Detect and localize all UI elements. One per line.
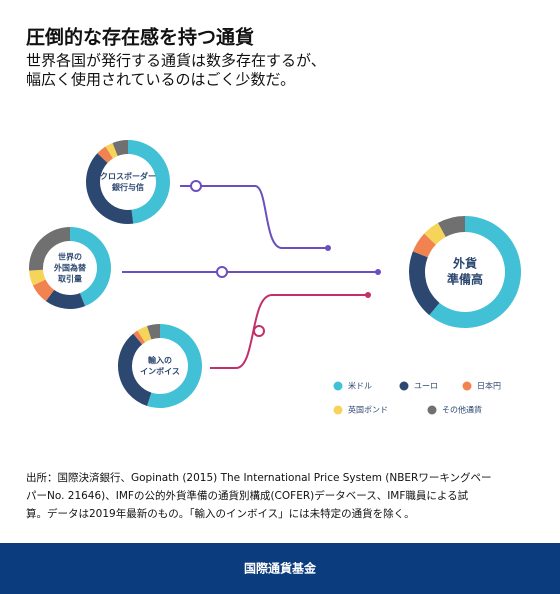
legend-label: 日本円: [477, 381, 501, 391]
donut-segment: [29, 227, 70, 271]
donut-label: 世界の: [58, 252, 82, 262]
node: [216, 266, 228, 278]
donut-segment: [147, 324, 203, 408]
donut-segment: [412, 233, 436, 258]
node: [190, 180, 202, 192]
donut-segment: [105, 142, 118, 159]
donut-label: クロスボーダー: [100, 171, 156, 181]
legend-swatch: [333, 405, 343, 415]
title: 圧倒的な存在感を持つ通貨: [26, 26, 254, 49]
donut-segment: [438, 216, 465, 237]
donut-segment: [409, 251, 440, 316]
donut-label: 輸入の: [148, 355, 172, 365]
donut-segment: [133, 330, 145, 345]
donut-label: 外国為替: [54, 263, 86, 273]
donut-label: 準備高: [447, 272, 483, 287]
source: 算。データは2019年最新のもの。「輸入のインボイス」には未特定の通貨を除く。: [26, 507, 415, 520]
source: 出所：国際決済銀行、Gopinath (2015) The Internatio…: [26, 471, 492, 484]
connectors: [122, 180, 381, 369]
legend-label: ユーロ: [414, 382, 438, 391]
node: [375, 269, 381, 275]
legend-swatch: [333, 381, 343, 391]
donut-label: 外貨: [453, 255, 477, 270]
donut-segment: [29, 269, 46, 286]
donut-segment: [97, 146, 113, 163]
connector: [210, 294, 368, 369]
donut-segment: [70, 227, 112, 307]
donut-segment: [147, 324, 160, 340]
legend-label: その他通貨: [442, 405, 482, 415]
legend-swatch: [399, 381, 409, 391]
donut-label: 取引量: [58, 273, 82, 283]
legend-label: 米ドル: [348, 381, 372, 391]
node: [365, 292, 371, 298]
subtitle: 世界各国が発行する通貨は数多存在するが、: [26, 52, 326, 70]
legend-label: 英国ポンド: [348, 405, 388, 415]
donut-segment: [112, 140, 128, 156]
donut-segment: [32, 279, 55, 302]
donut-label: インボイス: [140, 366, 180, 376]
donut-segment: [137, 326, 152, 343]
connector: [180, 185, 328, 249]
donut-segment: [86, 153, 134, 225]
donut-segment: [128, 140, 170, 224]
footer-bar: [0, 543, 560, 594]
subtitle: 幅広く使用されているのはごく少数だ。: [26, 71, 295, 89]
donut-segment: [429, 216, 521, 328]
legend-swatch: [462, 381, 472, 391]
legend-swatch: [427, 405, 437, 415]
donut-segment: [45, 289, 86, 310]
donut-segment: [118, 333, 152, 406]
donut-segment: [424, 222, 446, 245]
footer: 国際通貨基金: [244, 561, 317, 576]
donut-label: 銀行与信: [111, 182, 144, 192]
node: [253, 325, 265, 337]
node: [325, 245, 331, 251]
source: パーNo. 21646)、IMFの公的外貨準備の通貨別構成(COFER)データベ…: [26, 489, 469, 502]
